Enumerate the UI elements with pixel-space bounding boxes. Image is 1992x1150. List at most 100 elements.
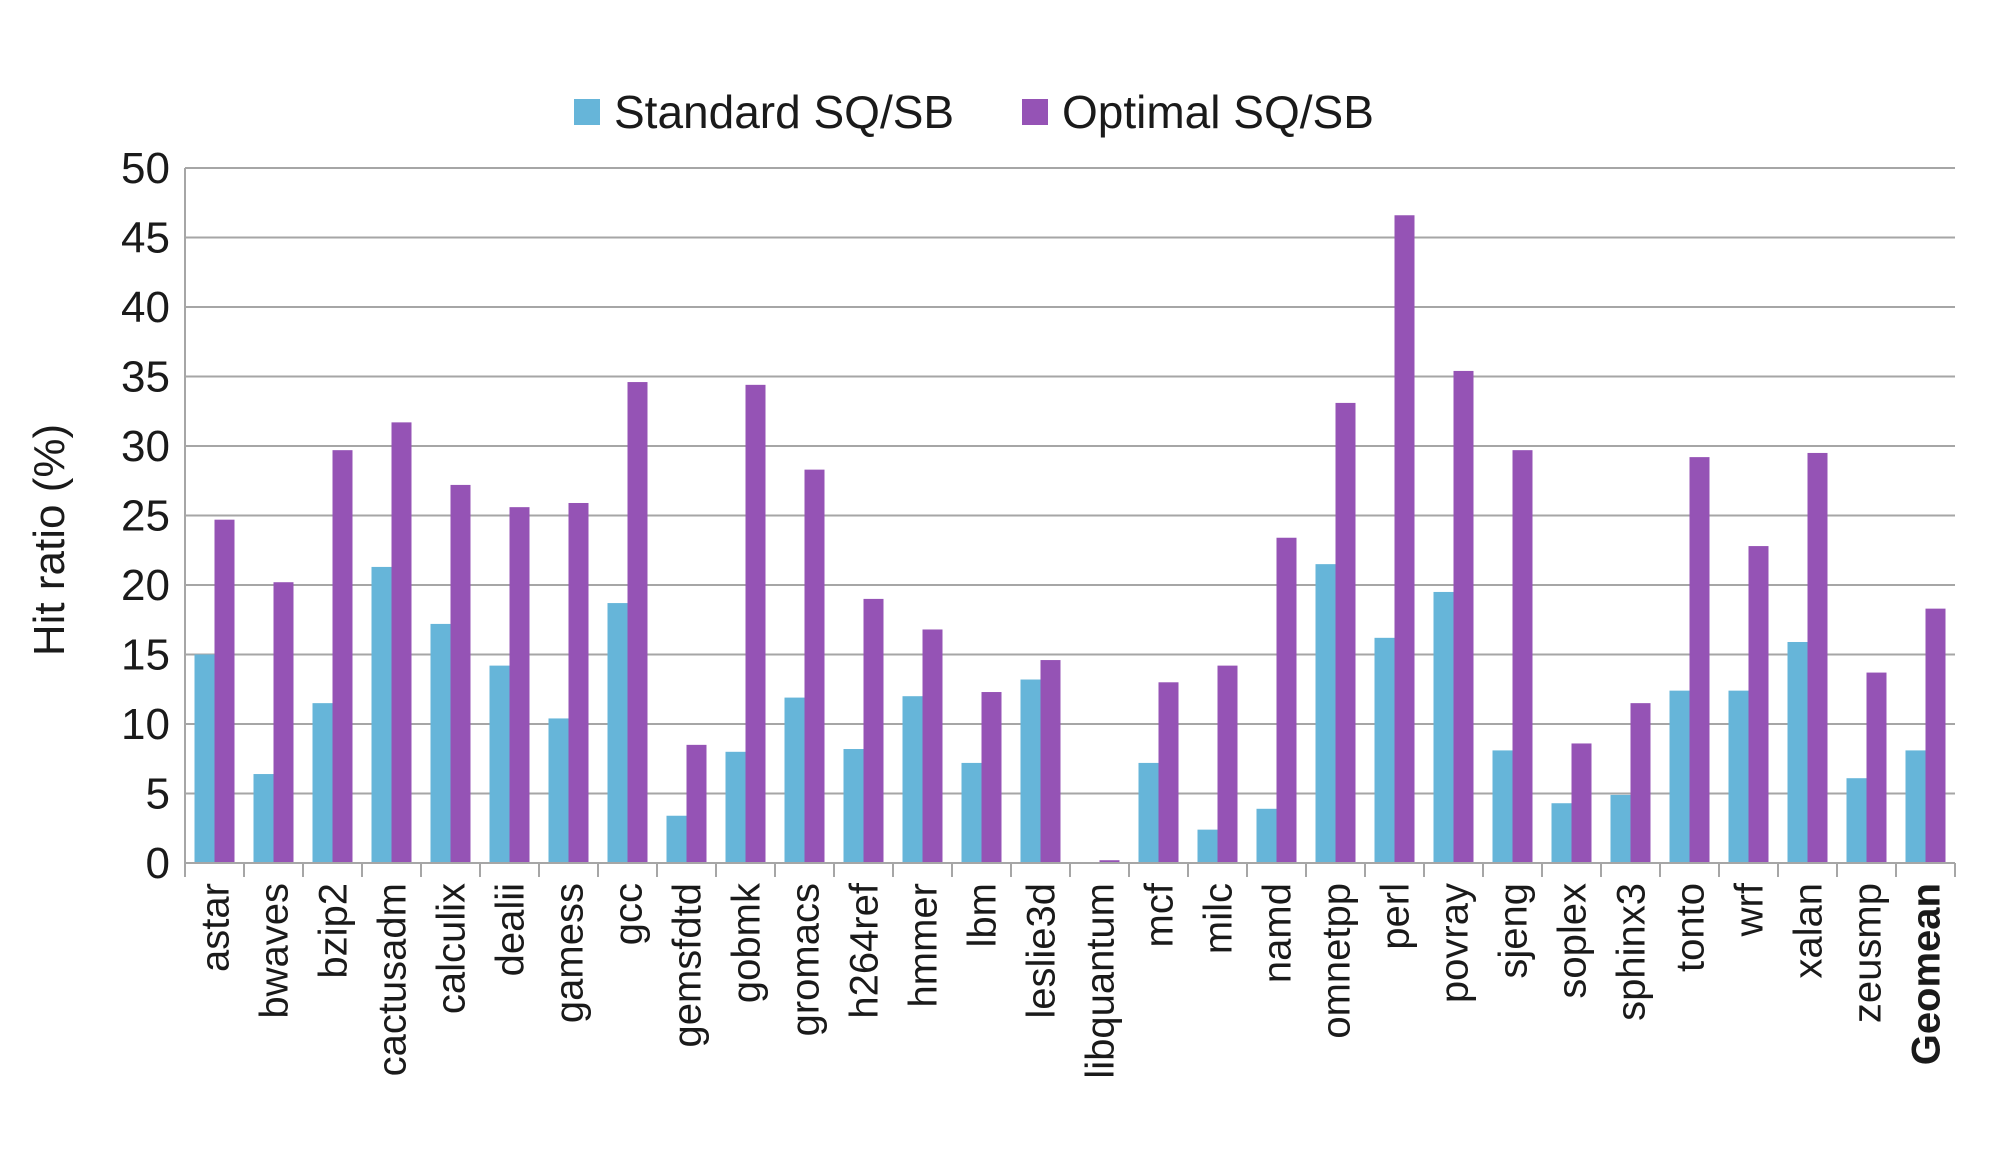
bar-optimal-perl [1394, 215, 1415, 863]
x-category-label: sphinx3 [1610, 883, 1654, 1021]
bar-standard-perl [1374, 637, 1395, 863]
bar-optimal-gamess [568, 502, 589, 863]
legend-label-optimal: Optimal SQ/SB [1062, 86, 1374, 138]
bar-optimal-wrf [1748, 546, 1769, 863]
bar-standard-tonto [1669, 690, 1690, 863]
bar-optimal-bzip2 [332, 450, 353, 863]
bar-optimal-zeusmp [1866, 672, 1887, 863]
bar-standard-gamess [548, 718, 569, 863]
y-tick-label: 10 [121, 700, 170, 749]
bar-standard-sjeng [1492, 750, 1513, 863]
bar-standard-astar [194, 654, 215, 863]
x-category-label: hmmer [902, 883, 946, 1007]
x-category-label: omnetpp [1315, 883, 1359, 1039]
y-tick-label: 20 [121, 561, 170, 610]
bar-optimal-gcc [627, 382, 648, 863]
x-category-label: calculix [430, 883, 474, 1014]
x-category-label: libquantum [1079, 883, 1123, 1079]
bar-optimal-astar [214, 519, 235, 863]
bar-optimal-cactusadm [391, 422, 412, 863]
bar-optimal-dealii [509, 507, 530, 863]
x-category-label: wrf [1728, 882, 1772, 937]
bar-standard-xalan [1787, 641, 1808, 863]
y-tick-label: 35 [121, 353, 170, 402]
bar-standard-bwaves [253, 774, 274, 863]
bar-standard-calculix [430, 623, 451, 863]
x-category-label: milc [1197, 883, 1241, 954]
gridlines [185, 167, 1955, 795]
bar-optimal-libquantum [1099, 860, 1120, 863]
x-category-label: sjeng [1492, 883, 1536, 979]
bar-standard-dealii [489, 665, 510, 863]
bar-optimal-hmmer [922, 629, 943, 863]
bar-standard-gcc [607, 603, 628, 863]
bar-standard-milc [1197, 829, 1218, 863]
bar-optimal-povray [1453, 370, 1474, 863]
x-category-label: tonto [1669, 883, 1713, 972]
x-axis-ticks [184, 863, 1956, 877]
x-category-label: gcc [607, 883, 651, 945]
x-axis-category-labels: astar bwaves bzip2 cactusadm calculix dealii g… [194, 882, 1949, 1079]
x-category-label: leslie3d [1020, 883, 1064, 1019]
y-tick-label: 50 [121, 144, 170, 193]
legend-swatch-optimal [1022, 99, 1048, 125]
bar-optimal-milc [1217, 665, 1238, 863]
bar-standard-lbm [961, 762, 982, 863]
bar-optimal-namd [1276, 537, 1297, 863]
y-axis-title: Hit ratio (%) [25, 424, 74, 656]
bar-optimal-calculix [450, 484, 471, 863]
x-category-label: h264ref [843, 882, 887, 1019]
bar-standard-cactusadm [371, 566, 392, 863]
y-tick-label: 0 [146, 839, 170, 888]
bar-optimal-soplex [1571, 743, 1592, 863]
y-tick-label: 30 [121, 422, 170, 471]
bar-standard-h264ref [843, 749, 864, 863]
bar-standard-zeusmp [1846, 778, 1867, 863]
legend-swatch-standard [574, 99, 600, 125]
x-category-label: gobmk [725, 882, 769, 1003]
bar-optimal-geomean [1925, 608, 1946, 863]
x-category-label: gemsfdtd [666, 883, 710, 1048]
bar-standard-geomean [1905, 750, 1926, 863]
bar-optimal-mcf [1158, 682, 1179, 863]
bar-standard-bzip2 [312, 703, 333, 863]
x-category-label: namd [1256, 883, 1300, 983]
bar-standard-wrf [1728, 690, 1749, 863]
bars [194, 215, 1946, 863]
y-axis-tick-labels: 0 5 10 15 20 25 30 35 40 45 50 [121, 144, 170, 888]
bar-optimal-tonto [1689, 457, 1710, 863]
bar-optimal-gobmk [745, 384, 766, 863]
bar-optimal-bwaves [273, 582, 294, 863]
bar-standard-soplex [1551, 803, 1572, 863]
y-tick-label: 40 [121, 283, 170, 332]
bar-standard-leslie3d [1020, 679, 1041, 863]
bar-optimal-lbm [981, 692, 1002, 863]
bar-standard-namd [1256, 808, 1277, 863]
bar-optimal-xalan [1807, 452, 1828, 863]
x-category-label: zeusmp [1846, 883, 1890, 1023]
x-category-label: xalan [1787, 883, 1831, 979]
x-category-label: soplex [1551, 883, 1595, 999]
x-category-label: gromacs [784, 883, 828, 1036]
x-category-label: cactusadm [371, 883, 415, 1076]
bar-optimal-omnetpp [1335, 402, 1356, 863]
bar-standard-gobmk [725, 751, 746, 863]
x-category-label: perl [1374, 883, 1418, 950]
y-tick-label: 45 [121, 214, 170, 263]
y-tick-label: 25 [121, 492, 170, 541]
x-category-label: gamess [548, 883, 592, 1023]
bar-standard-povray [1433, 591, 1454, 863]
bar-standard-mcf [1138, 762, 1159, 863]
y-tick-label: 5 [146, 770, 170, 819]
bar-optimal-sphinx3 [1630, 703, 1651, 863]
bar-optimal-h264ref [863, 598, 884, 863]
x-category-label: povray [1433, 883, 1477, 1003]
bar-standard-omnetpp [1315, 564, 1336, 863]
x-category-label: bzip2 [312, 883, 356, 979]
bar-optimal-sjeng [1512, 450, 1533, 863]
x-category-label: bwaves [253, 883, 297, 1019]
bar-standard-sphinx3 [1610, 794, 1631, 863]
bar-optimal-gemsfdtd [686, 744, 707, 863]
legend-label-standard: Standard SQ/SB [614, 86, 954, 138]
